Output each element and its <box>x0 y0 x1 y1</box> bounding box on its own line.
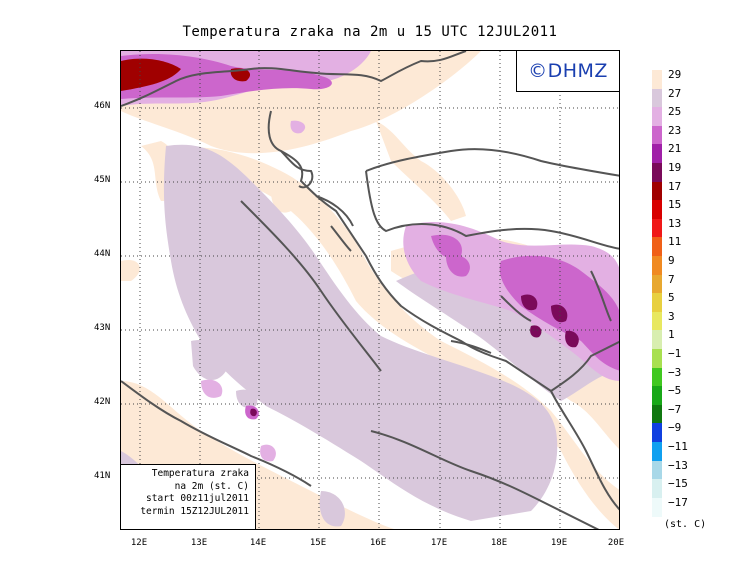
legend-swatch <box>652 88 662 108</box>
legend-label: 7 <box>668 272 675 286</box>
legend-label: 11 <box>668 235 682 249</box>
legend-label: 17 <box>668 179 682 193</box>
legend-label: 15 <box>668 198 682 212</box>
legend-swatch <box>652 460 662 480</box>
legend-swatch <box>652 442 662 461</box>
lat-label: 42N <box>94 397 111 407</box>
legend-swatch <box>652 256 662 275</box>
legend-swatch <box>652 125 662 145</box>
legend-swatch <box>652 479 662 499</box>
legend-label: 3 <box>668 309 675 323</box>
legend-swatch <box>652 497 662 517</box>
legend-swatch <box>652 218 662 238</box>
lat-label: 44N <box>94 249 111 259</box>
legend-label: 23 <box>668 123 682 137</box>
legend-label: 13 <box>668 216 682 230</box>
lat-label: 41N <box>94 471 111 481</box>
lon-label: 18E <box>490 538 508 548</box>
legend-label: −5 <box>668 384 682 398</box>
lon-label: 17E <box>430 538 448 548</box>
coastlines <box>121 51 619 529</box>
legend-label: −17 <box>668 495 688 509</box>
legend-label: −15 <box>668 477 688 491</box>
lon-label: 14E <box>249 538 267 548</box>
forecast-info-box: Temperatura zraka na 2m (st. C) start 00… <box>120 464 256 530</box>
legend-label: 9 <box>668 254 675 267</box>
legend-swatch <box>652 404 662 424</box>
legend-swatch <box>652 144 662 164</box>
info-start: start 00z11jul2011 <box>146 493 249 504</box>
legend-swatch <box>652 237 662 257</box>
legend-swatch <box>652 200 662 220</box>
temperature-map <box>120 50 620 530</box>
legend-label: 27 <box>668 86 682 100</box>
map-title: Temperatura zraka na 2m u 15 UTC 12JUL20… <box>182 24 558 40</box>
legend-label: 5 <box>668 291 675 305</box>
legend-label: 21 <box>668 142 682 156</box>
legend-label: 29 <box>668 68 682 81</box>
lon-label: 13E <box>190 538 208 548</box>
temp-band-19-21 <box>250 294 579 417</box>
legend-swatch <box>652 349 662 368</box>
legend-swatch <box>652 311 662 331</box>
lon-label: 16E <box>369 538 387 548</box>
legend-label: −13 <box>668 458 688 472</box>
legend-swatch <box>652 163 662 182</box>
lon-label: 12E <box>130 538 148 548</box>
legend-swatch <box>652 293 662 313</box>
legend-label: 19 <box>668 161 682 174</box>
legend-swatch <box>652 70 662 89</box>
graticule <box>121 51 619 529</box>
legend-swatch <box>652 181 662 201</box>
legend-swatch <box>652 330 662 350</box>
legend-swatch <box>652 367 662 387</box>
legend-swatch <box>652 423 662 443</box>
legend-label: −7 <box>668 402 682 416</box>
legend-label: −9 <box>668 421 682 435</box>
legend-swatch <box>652 107 662 127</box>
lat-label: 46N <box>94 101 111 111</box>
info-units: na 2m (st. C) <box>174 480 249 492</box>
lat-label: 45N <box>94 175 111 185</box>
lon-label: 15E <box>309 538 327 548</box>
legend-swatch <box>652 386 662 406</box>
legend-label: −1 <box>668 347 682 360</box>
dhmz-logo: ©DHMZ <box>516 50 620 92</box>
info-valid-time: termin 15Z12JUL2011 <box>140 505 249 517</box>
legend-label: −11 <box>668 440 688 453</box>
lon-label: 19E <box>550 538 568 548</box>
legend-label: −3 <box>668 365 682 379</box>
legend-label: 1 <box>668 328 675 342</box>
legend-swatch <box>652 274 662 294</box>
legend-unit: (st. C) <box>664 519 707 530</box>
map-canvas <box>121 51 619 529</box>
legend-label: 25 <box>668 105 682 119</box>
lat-label: 43N <box>94 323 111 333</box>
lon-label: 20E <box>607 538 625 548</box>
info-variable: Temperatura zraka <box>151 468 249 479</box>
